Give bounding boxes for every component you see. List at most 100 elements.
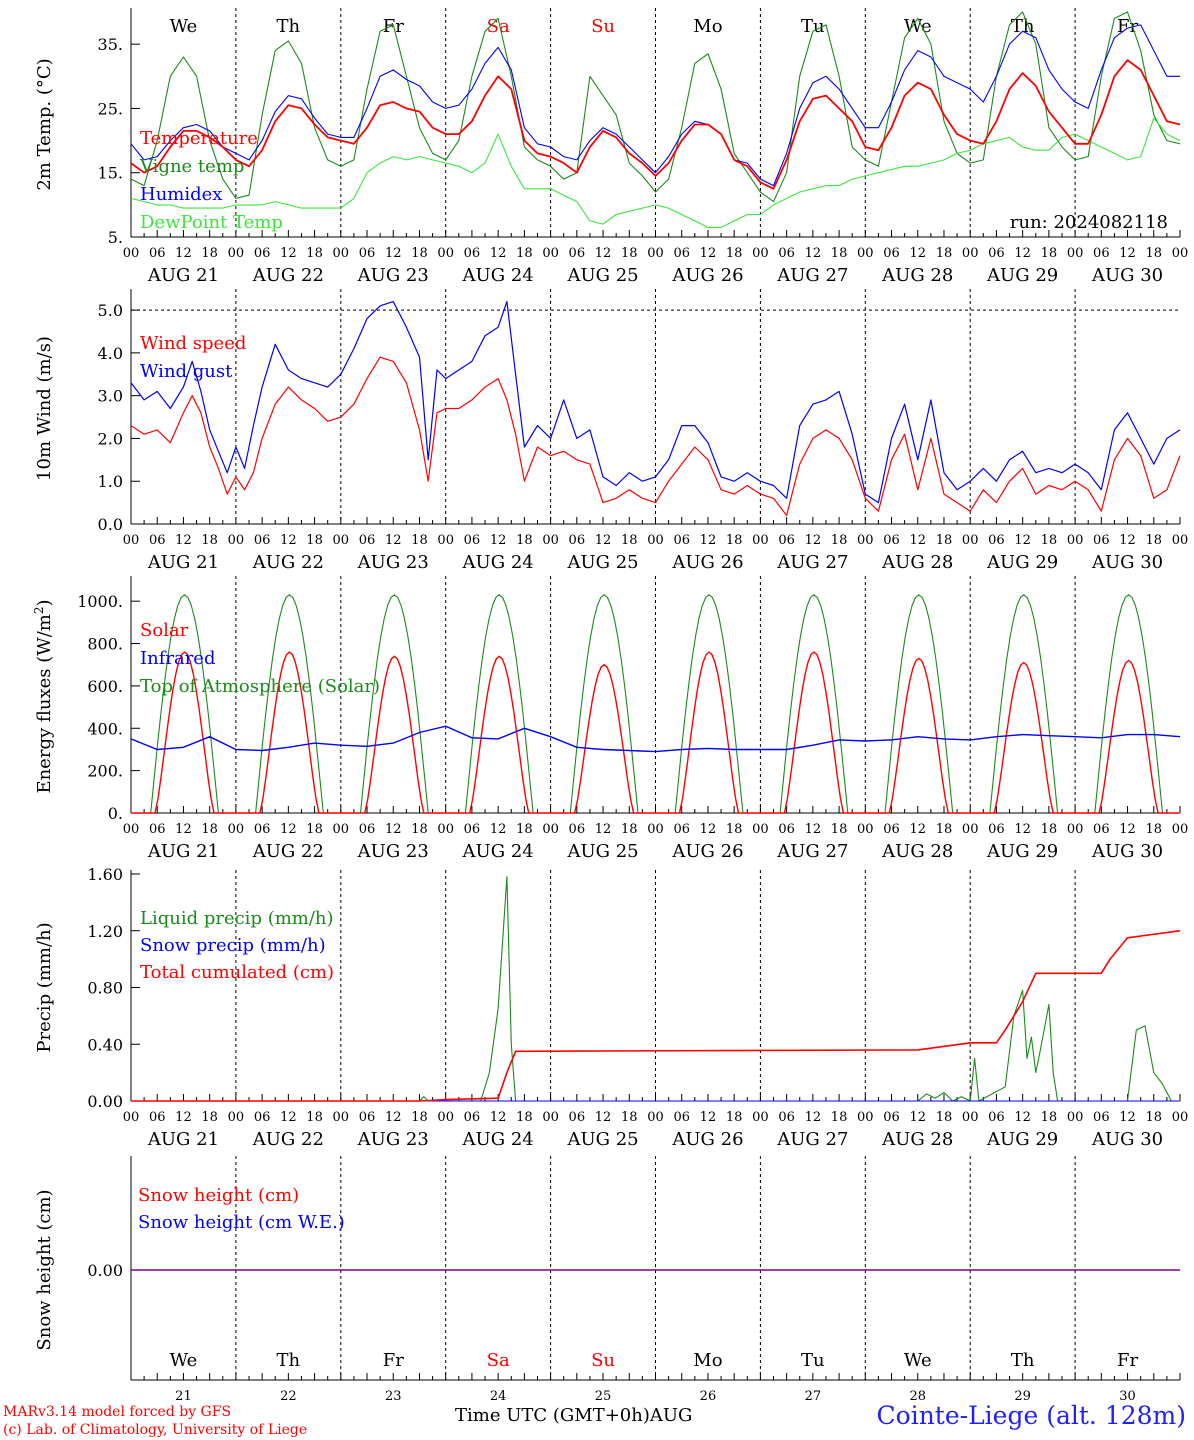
precip-hour-label: 18 — [1041, 1110, 1058, 1125]
bottom-day-number: 29 — [1014, 1389, 1031, 1404]
energy-date-label: AUG 25 — [566, 841, 638, 862]
energy-hour-label: 18 — [516, 822, 533, 837]
energy-hour-label: 12 — [1014, 822, 1031, 837]
wind-date-label: AUG 26 — [671, 552, 743, 573]
precip-hour-label: 00 — [647, 1110, 664, 1125]
bottom-weekday-label: Th — [277, 1350, 301, 1371]
energy-y-tick-label: 0. — [108, 804, 123, 823]
bottom-weekday-label: We — [904, 1350, 932, 1371]
x-axis-month: AUG — [649, 1405, 693, 1426]
precip-hour-label: 06 — [883, 1110, 900, 1125]
temp-series-humidex — [130, 24, 1180, 187]
wind-date-label: AUG 29 — [986, 552, 1058, 573]
precip-date-label: AUG 22 — [252, 1129, 324, 1150]
energy-panel: 0. 200. 400. 600. 800. 1000. Energy fluxes (W/… — [32, 576, 1181, 823]
temp-hour-label: 12 — [700, 246, 717, 261]
temp-hour-label: 18 — [1041, 246, 1058, 261]
energy-hour-label: 06 — [778, 822, 795, 837]
bottom-weekday-label: Mo — [693, 1350, 722, 1371]
temp-hour-label: 00 — [752, 246, 769, 261]
energy-hour-label: 18 — [936, 822, 953, 837]
precip-hour-label: 00 — [333, 1110, 350, 1125]
energy-hour-label: 00 — [962, 822, 979, 837]
temp-time-labels: 00 06 12 18 AUG 21 00 06 12 18 AUG 22 00 06 12 18 AUG … — [123, 246, 1189, 286]
energy-hour-label: 12 — [805, 822, 822, 837]
temp-legend-item: Vigne temp — [139, 156, 244, 177]
wind-hour-label: 12 — [805, 533, 822, 548]
temp-hour-label: 06 — [883, 246, 900, 261]
wind-hour-label: 12 — [490, 533, 507, 548]
precip-hour-label: 12 — [490, 1110, 507, 1125]
temp-series-temperature — [130, 59, 1181, 190]
snow-legend-item: Snow height (cm W.E.) — [138, 1212, 345, 1233]
temp-hour-label: 18 — [306, 246, 323, 261]
temp-hour-label: 18 — [201, 246, 218, 261]
precip-date-label: AUG 24 — [462, 1129, 534, 1150]
snow-y-axis-label: Snow height (cm) — [34, 1189, 55, 1350]
temp-hour-label: 06 — [569, 246, 586, 261]
precip-date-label: AUG 21 — [147, 1129, 219, 1150]
energy-hour-label: 18 — [1146, 822, 1163, 837]
temp-hour-label: 18 — [831, 246, 848, 261]
wind-hour-label: 00 — [647, 533, 664, 548]
energy-legend-item: Solar — [140, 620, 189, 641]
energy-y-tick-label: 400. — [87, 719, 123, 738]
temp-hour-label: 06 — [1093, 246, 1110, 261]
energy-hour-label: 06 — [149, 822, 166, 837]
bottom-weekday-label: Sa — [487, 1350, 510, 1371]
temp-date-label: AUG 27 — [776, 265, 848, 286]
temp-date-label: AUG 21 — [147, 265, 219, 286]
credit-line-1: MARv3.14 model forced by GFS — [3, 1404, 232, 1420]
wind-date-label: AUG 21 — [147, 552, 219, 573]
precip-hour-label: 18 — [306, 1110, 323, 1125]
energy-hour-label: 12 — [490, 822, 507, 837]
energy-hour-label: 00 — [1067, 822, 1084, 837]
precip-hour-label: 18 — [411, 1110, 428, 1125]
bottom-day-number: 28 — [909, 1389, 926, 1404]
temp-hour-label: 12 — [1014, 246, 1031, 261]
wind-hour-label: 18 — [201, 533, 218, 548]
temp-hour-label: 12 — [805, 246, 822, 261]
precip-hour-label: 00 — [228, 1110, 245, 1125]
precip-hour-label: 06 — [149, 1110, 166, 1125]
wind-legend: Wind speed Wind gust — [140, 333, 246, 382]
energy-hour-label: 00 — [647, 822, 664, 837]
temp-hour-label: 18 — [936, 246, 953, 261]
temp-hour-label: 00 — [228, 246, 245, 261]
temp-hour-label: 12 — [909, 246, 926, 261]
energy-hour-label: 06 — [673, 822, 690, 837]
precip-hour-label: 18 — [726, 1110, 743, 1125]
energy-date-label: AUG 22 — [252, 841, 324, 862]
wind-hour-label: 00 — [962, 533, 979, 548]
x-axis-title: Time UTC (GMT+0h)AUG — [455, 1405, 692, 1426]
precip-hour-label: 00 — [437, 1110, 454, 1125]
wind-hour-label: 18 — [411, 533, 428, 548]
temp-hour-label: 12 — [280, 246, 297, 261]
temp-y-tick-label: 25. — [98, 99, 123, 118]
precip-hour-label: 06 — [1093, 1110, 1110, 1125]
wind-date-label: AUG 22 — [252, 552, 324, 573]
temp-date-label: AUG 28 — [881, 265, 953, 286]
bottom-day-number: 24 — [490, 1389, 507, 1404]
run-label: run: 2024082118 — [1010, 212, 1168, 233]
precip-series-liquid-precip-mm-h — [131, 876, 1180, 1102]
temp-legend-item: Humidex — [140, 184, 222, 205]
wind-date-label: AUG 28 — [881, 552, 953, 573]
credit-line-2: (c) Lab. of Climatology, University of L… — [3, 1422, 308, 1438]
precip-date-label: AUG 25 — [566, 1129, 638, 1150]
energy-hour-label: 00 — [1172, 822, 1189, 837]
precip-hour-label: 12 — [1014, 1110, 1031, 1125]
wind-time-labels: 00 06 12 18 AUG 21 00 06 12 18 AUG 22 00 06 12 18 AUG … — [123, 533, 1189, 573]
wind-hour-label: 06 — [1093, 533, 1110, 548]
precip-time-labels: 00 06 12 18 AUG 21 00 06 12 18 AUG 22 00 06 12 18 AUG … — [123, 1110, 1189, 1150]
wind-hour-label: 18 — [621, 533, 638, 548]
wind-hour-label: 18 — [831, 533, 848, 548]
temp-date-label: AUG 29 — [986, 265, 1058, 286]
wind-hour-label: 06 — [359, 533, 376, 548]
wind-hour-label: 18 — [726, 533, 743, 548]
temp-hour-label: 06 — [359, 246, 376, 261]
bottom-weekday-label: Fr — [383, 1350, 404, 1371]
bottom-day-number: 27 — [805, 1389, 822, 1404]
energy-y-tick-label: 800. — [87, 635, 123, 654]
energy-legend: Solar Infrared Top of Atmosphere (Solar) — [140, 620, 380, 697]
